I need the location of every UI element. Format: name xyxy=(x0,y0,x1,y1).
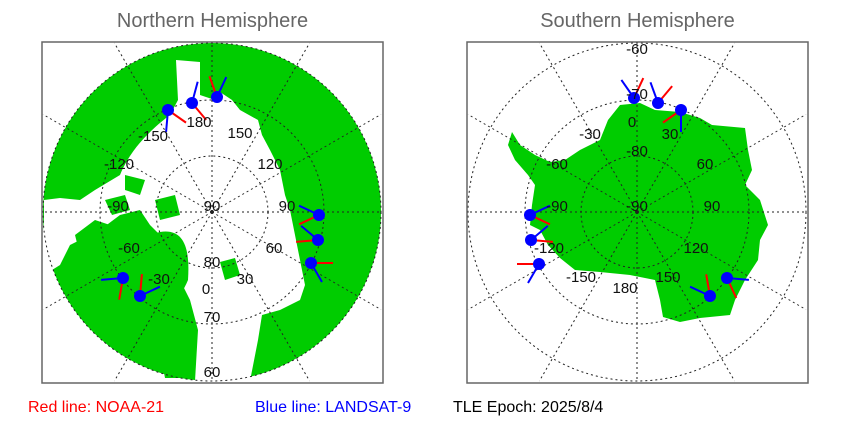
latitude-circle xyxy=(467,42,807,382)
longitude-label: 90 xyxy=(704,198,721,215)
longitude-label: 60 xyxy=(697,156,714,173)
latitude-label: 70 xyxy=(204,309,221,326)
satellite-pass-marker xyxy=(662,104,687,132)
longitude-label: -90 xyxy=(546,198,568,215)
longitude-label: -120 xyxy=(534,240,564,257)
latitude-label: 90 xyxy=(204,198,221,215)
satellite-position-dot xyxy=(524,209,536,221)
latitude-circle xyxy=(42,42,382,382)
longitude-label: -150 xyxy=(138,128,168,145)
satellite-position-dot xyxy=(305,257,317,269)
south-grid xyxy=(467,42,807,382)
longitude-label: 30 xyxy=(237,271,254,288)
longitude-label: 120 xyxy=(257,156,282,173)
legend-landsat9: Blue line: LANDSAT-9 xyxy=(255,399,412,416)
longitude-label: 150 xyxy=(655,269,680,286)
latitude-label: 60 xyxy=(204,364,221,381)
latitude-label: -60 xyxy=(626,41,648,58)
longitude-label: -60 xyxy=(118,240,140,257)
legend-noaa21: Red line: NOAA-21 xyxy=(28,399,165,416)
longitude-label: 0 xyxy=(202,281,210,298)
satellite-pass-marker xyxy=(162,104,187,133)
satellite-pass-marker xyxy=(525,225,554,246)
longitude-label: 180 xyxy=(612,280,637,297)
satellite-position-dot xyxy=(704,290,716,302)
satellite-position-dot xyxy=(211,91,223,103)
longitude-label: -120 xyxy=(104,156,134,173)
longitude-label: 90 xyxy=(279,198,296,215)
north-map-title: Northern Hemisphere xyxy=(116,10,309,32)
satellite-pass-marker xyxy=(524,204,551,226)
longitude-label: 60 xyxy=(266,240,283,257)
satellite-pass-marker xyxy=(517,258,545,284)
south-map-frame xyxy=(466,41,809,384)
longitude-label: -30 xyxy=(148,271,170,288)
latitude-label: -90 xyxy=(626,198,648,215)
satellite-pass-marker xyxy=(295,225,324,246)
satellite-pass-marker xyxy=(620,77,645,104)
longitude-label: 180 xyxy=(186,114,211,131)
longitude-label: 0 xyxy=(628,114,636,131)
satellite-position-dot xyxy=(533,258,545,270)
longitude-label: -150 xyxy=(566,269,596,286)
satellite-pass-marker xyxy=(208,75,228,103)
longitude-label: 150 xyxy=(227,125,252,142)
satellite-pass-marker xyxy=(100,272,129,300)
legend-tle-epoch: TLE Epoch: 2025/8/4 xyxy=(453,399,604,416)
satellite-pass-marker xyxy=(298,204,325,226)
satellite-position-dot xyxy=(675,104,687,116)
south-map-title: Southern Hemisphere xyxy=(540,10,735,32)
satellite-position-dot xyxy=(652,97,664,109)
north-labels: -150 180 150 -120 120 -90 90 -60 60 -30 30 0 90 80 70 6… xyxy=(104,114,295,381)
north-satellite-markers xyxy=(100,75,333,302)
satellite-position-dot xyxy=(162,104,174,116)
south-satellite-markers xyxy=(517,77,750,302)
satellite-position-dot xyxy=(312,234,324,246)
longitude-label: 30 xyxy=(662,126,679,143)
longitude-label: 120 xyxy=(683,240,708,257)
satellite-pass-marker xyxy=(689,274,716,302)
satellite-pass-marker xyxy=(721,272,750,299)
satellite-position-dot xyxy=(186,97,198,109)
satellite-position-dot xyxy=(525,234,537,246)
satellite-position-dot xyxy=(313,209,325,221)
north-map: -150 180 150 -120 120 -90 90 -60 60 -30 30 0 90 80 70 6… xyxy=(42,42,382,382)
latitude-label: -80 xyxy=(626,143,648,160)
satellite-position-dot xyxy=(721,272,733,284)
satellite-pass-marker xyxy=(305,257,333,283)
north-map-frame xyxy=(41,41,384,384)
satellite-pass-marker xyxy=(134,273,161,302)
satellite-position-dot xyxy=(117,272,129,284)
satellite-pass-marker xyxy=(186,81,207,121)
satellite-pass-marker xyxy=(649,81,673,109)
satellite-position-dot xyxy=(628,92,640,104)
satellite-position-dot xyxy=(134,290,146,302)
latitude-label: -70 xyxy=(626,86,648,103)
south-map: 0 -30 30 -60 60 -90 90 -120 120 -150 180 150 -90 -80 -… xyxy=(467,41,807,382)
latitude-label: 80 xyxy=(204,254,221,271)
longitude-label: -30 xyxy=(579,126,601,143)
longitude-label: -60 xyxy=(546,156,568,173)
south-labels: 0 -30 30 -60 60 -90 90 -120 120 -150 180 150 -90 -80 -… xyxy=(534,41,721,297)
longitude-label: -90 xyxy=(107,198,129,215)
